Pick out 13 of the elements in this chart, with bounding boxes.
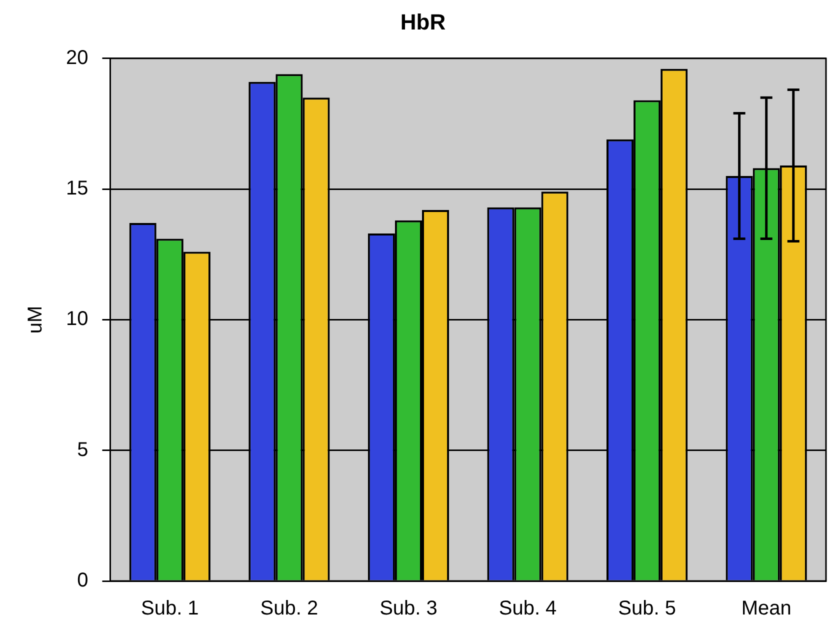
x-tick-label: Sub. 2 (260, 598, 318, 620)
x-tick-label: Sub. 4 (498, 598, 557, 620)
x-tick-label: Sub. 1 (140, 598, 199, 620)
y-tick-label: 15 (66, 178, 88, 200)
x-tick-label: Sub. 3 (380, 598, 438, 620)
chart-title: HbR (400, 9, 446, 34)
x-tick-label: Mean (741, 598, 792, 620)
y-tick-label: 0 (77, 570, 88, 592)
y-tick-label: 20 (66, 46, 88, 69)
y-tick-label: 10 (66, 308, 88, 330)
x-tick-label: Sub. 5 (618, 598, 676, 620)
y-axis-title: uM (24, 306, 47, 334)
y-tick-label: 5 (77, 438, 88, 461)
